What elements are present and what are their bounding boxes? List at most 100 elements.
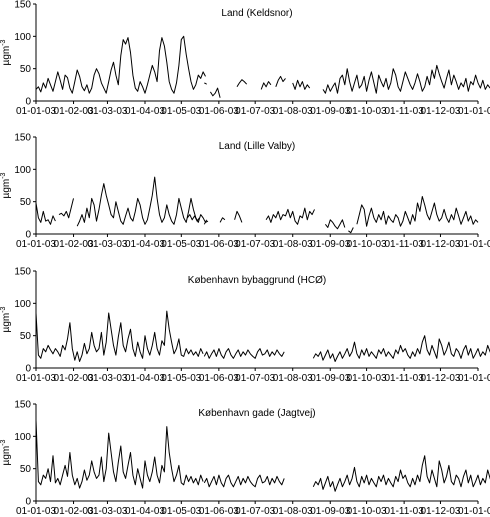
y-axis-label: µgm-3	[0, 172, 12, 198]
series-line-2-segment-1	[203, 219, 208, 225]
x-tick-label: 01-02-03	[54, 239, 94, 250]
x-tick-label: 01-02-03	[54, 506, 94, 517]
x-tick-label: 01-10-03	[347, 106, 387, 117]
chart-title: Land (Keldsnor)	[221, 8, 292, 19]
y-tick-label: 150	[14, 400, 31, 411]
y-tick-label: 100	[14, 432, 31, 443]
x-tick-label: 01-08-03	[273, 106, 313, 117]
x-tick-label: 01-08-03	[273, 373, 313, 384]
x-tick-label: 01-10-03	[347, 506, 387, 517]
x-tick-label: 01-01-03	[16, 506, 56, 517]
chart-panel-3: København bybaggrund (HCØ) µgm-3 0 50 100 150…	[0, 267, 490, 384]
series-line-1-segment-1	[35, 202, 56, 225]
x-tick-label: 01-11-03	[384, 506, 424, 517]
chart-panel-2: Land (Lille Valby) µgm-3 0 50 100 150 01-01-03…	[0, 133, 490, 251]
x-tick-label: 01-07-03	[235, 373, 275, 384]
x-tick-label: 01-05-03	[161, 106, 201, 117]
x-tick-label: 01-01-03	[16, 106, 56, 117]
y-tick-label: 0	[25, 497, 31, 508]
y-axis-label: µgm-3	[0, 306, 12, 332]
x-tick-label: 01-06-03	[199, 106, 239, 117]
x-tick-label: 01-09-03	[310, 373, 350, 384]
x-tick-label: 01-04-03	[125, 239, 165, 250]
x-tick-label: 01-12-03	[420, 373, 460, 384]
x-tick-label: 01-03-03	[87, 106, 127, 117]
x-tick-label: 01-01-04	[458, 373, 490, 384]
x-tick-label: 01-05-03	[161, 373, 201, 384]
series-line-2-segment-5	[324, 219, 346, 230]
series-line-1-segment-2	[58, 198, 74, 219]
series-line-1-segment-1	[35, 310, 204, 362]
series-line-2-segment-4	[265, 207, 315, 225]
x-tick-label: 01-04-03	[125, 506, 165, 517]
y-tick-label: 0	[25, 364, 31, 375]
x-tick-label: 01-11-03	[384, 106, 424, 117]
x-tick-label: 01-08-03	[273, 506, 313, 517]
x-tick-label: 01-01-04	[458, 239, 490, 250]
x-tick-label: 01-09-03	[310, 106, 350, 117]
chart-panel-4: København gade (Jagtvej) µgm-3 0 50 100 150 01…	[0, 400, 490, 517]
series-line-1-segment-3	[312, 335, 490, 362]
chart-panel-1: Land (Keldsnor)µgm-305010015001-01-0301-…	[0, 0, 490, 117]
series-line-1-segment-1	[35, 35, 206, 94]
chart-title: København gade (Jagtvej)	[198, 408, 315, 419]
y-tick-label: 100	[14, 32, 31, 43]
x-tick-label: 01-01-03	[16, 239, 56, 250]
series-line-2-segment-7	[356, 196, 479, 227]
y-tick-label: 50	[20, 64, 32, 75]
x-tick-label: 01-12-03	[420, 239, 460, 250]
series-line-2-segment-6	[292, 79, 311, 90]
x-tick-label: 01-08-03	[273, 239, 313, 250]
y-tick-label: 50	[20, 464, 32, 475]
x-tick-label: 01-02-03	[54, 106, 94, 117]
y-axis-label: µgm-3	[0, 39, 12, 65]
x-tick-label: 01-06-03	[199, 373, 239, 384]
x-tick-label: 01-03-03	[87, 239, 127, 250]
series-line-1-segment-2	[203, 348, 285, 359]
x-tick-label: 01-07-03	[235, 239, 275, 250]
x-tick-label: 01-05-03	[161, 239, 201, 250]
x-tick-label: 01-09-03	[310, 506, 350, 517]
series-line-1-segment-4	[186, 214, 200, 222]
x-tick-label: 01-01-04	[458, 506, 490, 517]
series-line-2-segment-6	[348, 227, 354, 234]
x-tick-label: 01-02-03	[54, 373, 94, 384]
x-tick-label: 01-04-03	[125, 106, 165, 117]
y-tick-label: 100	[14, 299, 31, 310]
y-tick-label: 0	[25, 230, 31, 241]
x-tick-label: 01-09-03	[310, 239, 350, 250]
x-tick-label: 01-11-03	[384, 239, 424, 250]
x-tick-label: 01-12-03	[420, 106, 460, 117]
y-tick-label: 150	[14, 267, 31, 278]
x-tick-label: 01-12-03	[420, 506, 460, 517]
x-tick-label: 01-03-03	[87, 506, 127, 517]
chart-title: København bybaggrund (HCØ)	[188, 275, 326, 286]
series-line-2-segment-5	[275, 75, 286, 87]
series-line-3-segment-1	[322, 64, 490, 94]
x-tick-label: 01-07-03	[235, 106, 275, 117]
y-tick-label: 150	[14, 0, 31, 11]
x-tick-label: 01-01-03	[16, 373, 56, 384]
x-tick-label: 01-04-03	[125, 373, 165, 384]
x-tick-label: 01-10-03	[347, 373, 387, 384]
y-tick-label: 100	[14, 165, 31, 176]
x-tick-label: 01-06-03	[199, 239, 239, 250]
y-tick-label: 50	[20, 331, 32, 342]
series-line-2-segment-4	[260, 81, 272, 90]
x-tick-label: 01-06-03	[199, 506, 239, 517]
series-line-2-segment-3	[236, 79, 248, 88]
series-line-1-segment-1	[35, 420, 204, 489]
series-line-1-segment-2	[203, 474, 285, 488]
series-line-1-segment-3	[76, 176, 209, 227]
y-axis-label: µgm-3	[0, 439, 12, 465]
y-tick-label: 0	[25, 97, 31, 108]
series-line-1-segment-3	[312, 455, 490, 492]
x-tick-label: 01-01-04	[458, 106, 490, 117]
chart-title: Land (Lille Valby)	[219, 141, 296, 152]
x-tick-label: 01-10-03	[347, 239, 387, 250]
series-line-2-segment-3	[234, 210, 243, 223]
x-tick-label: 01-11-03	[384, 373, 424, 384]
x-tick-label: 01-03-03	[87, 373, 127, 384]
x-tick-label: 01-07-03	[235, 506, 275, 517]
